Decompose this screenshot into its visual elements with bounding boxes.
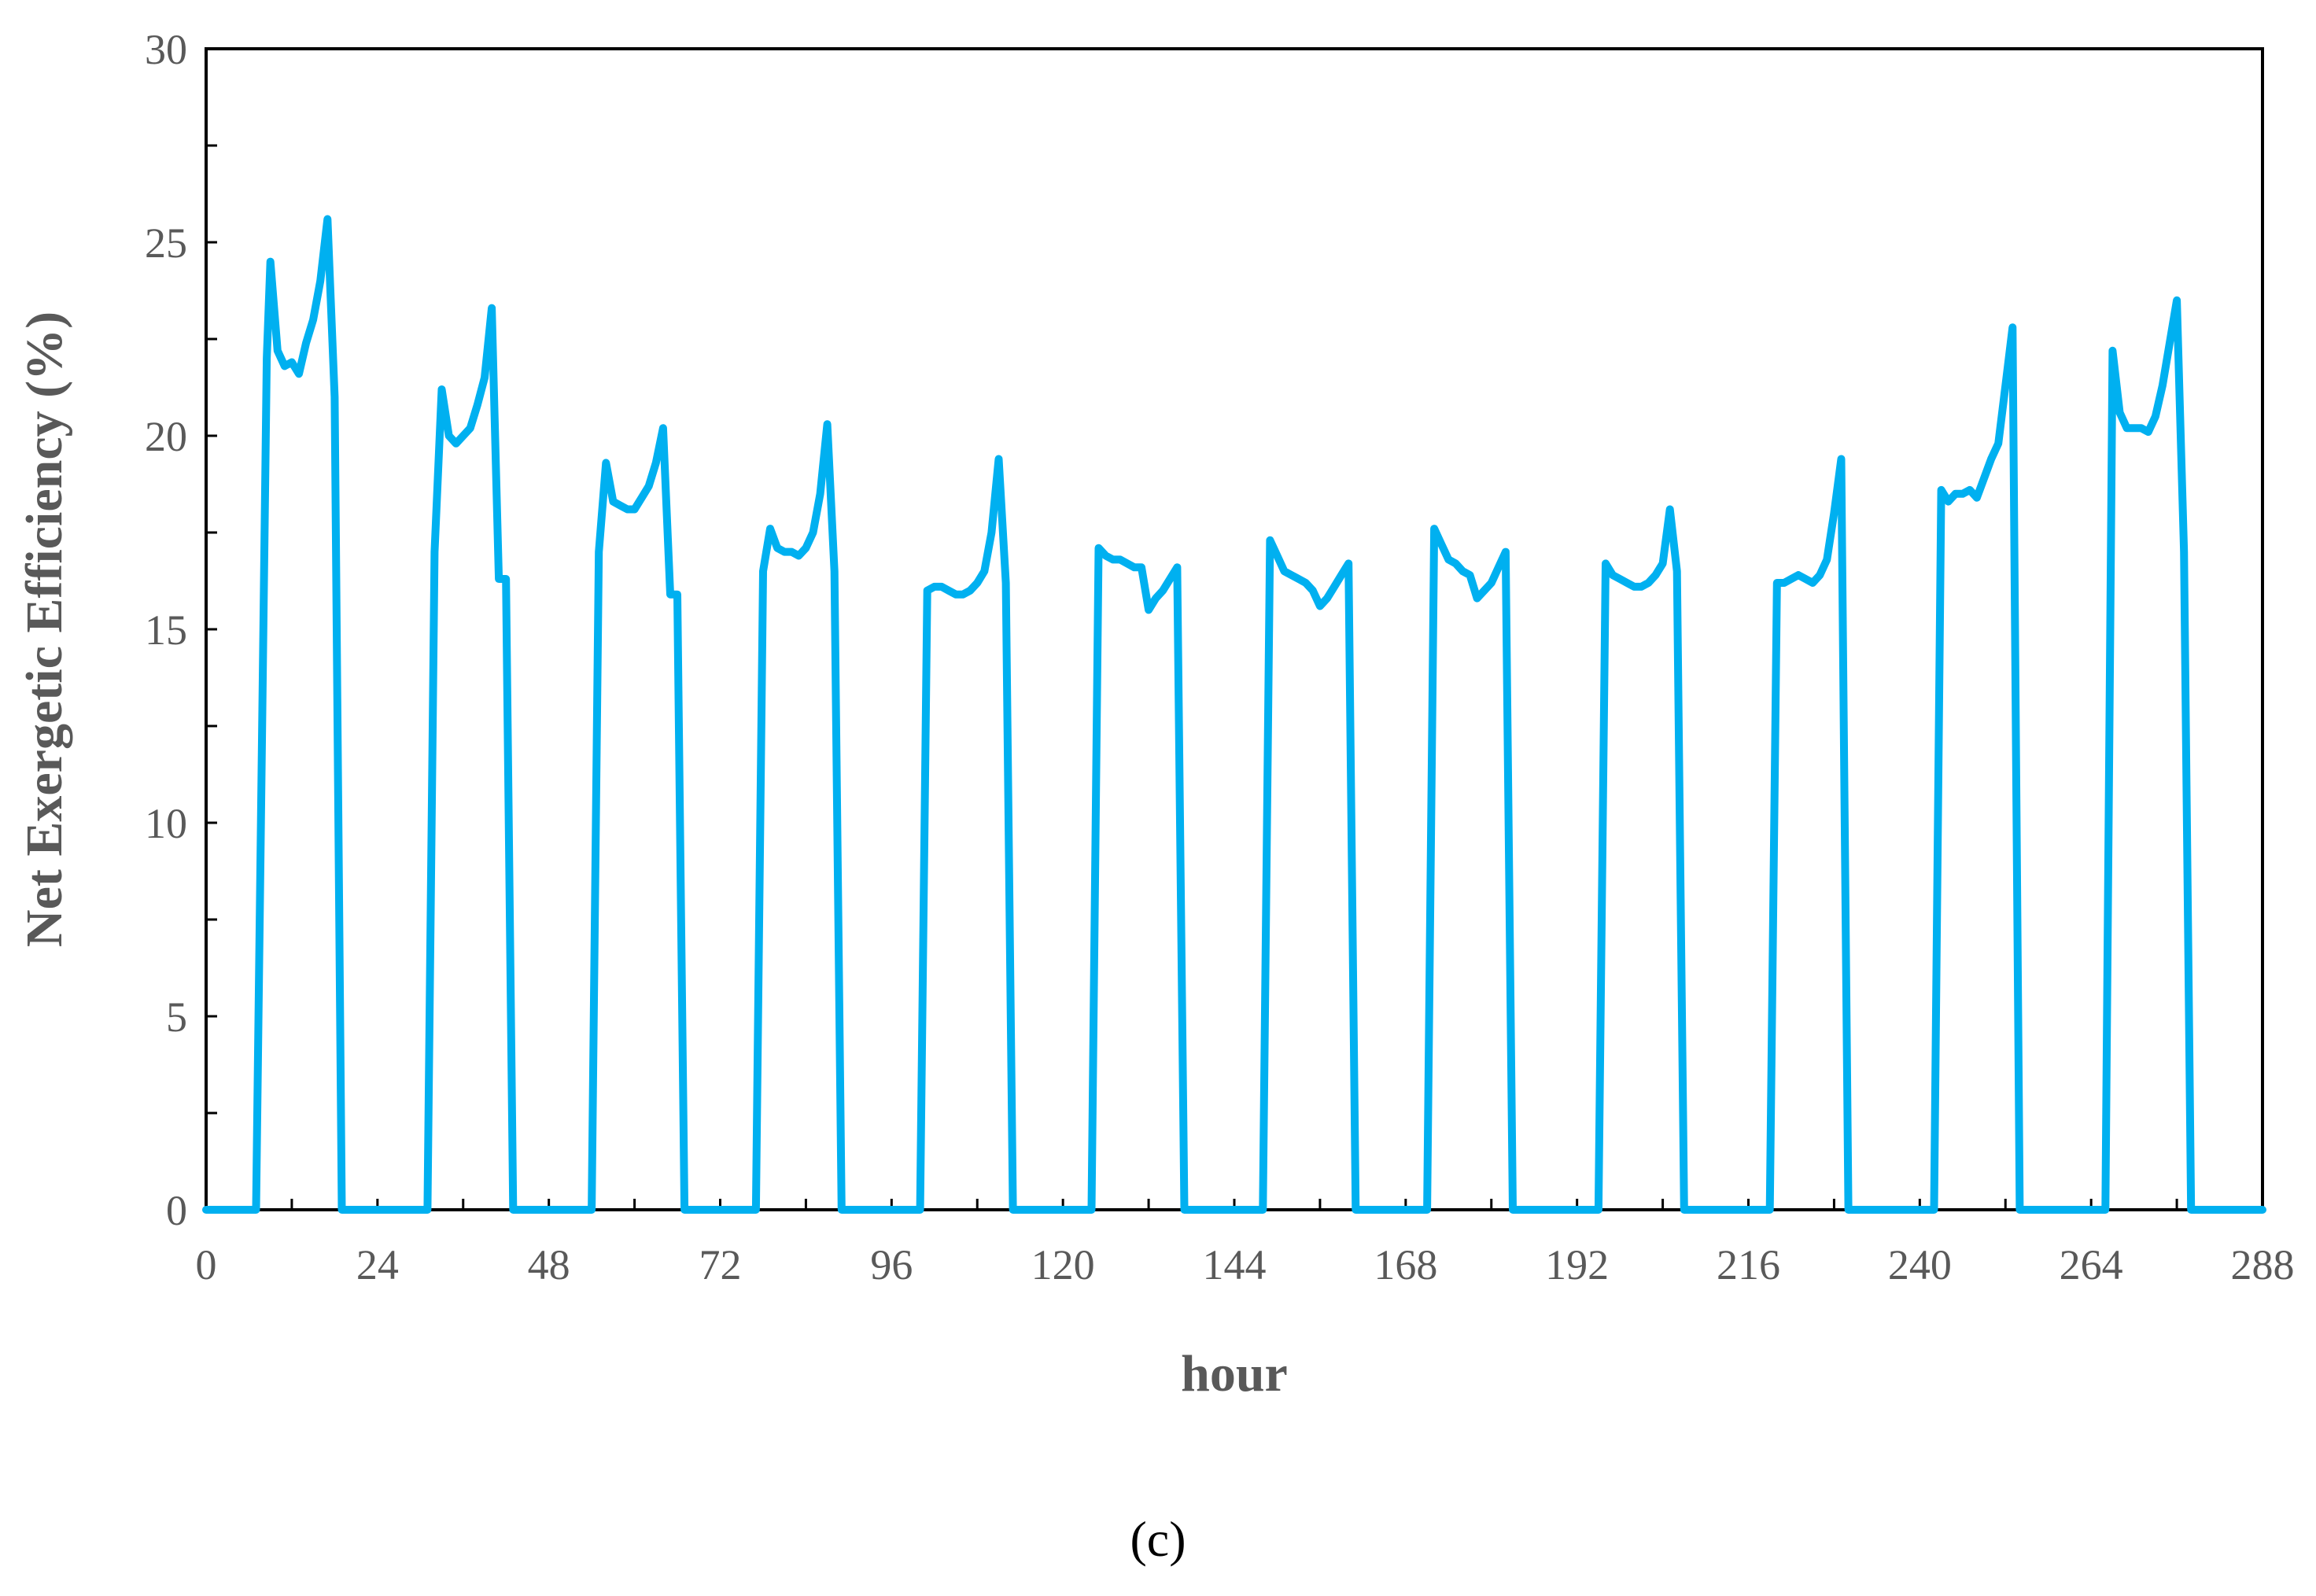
y-tick-label: 25 — [145, 219, 187, 267]
y-tick-label: 10 — [145, 800, 187, 847]
x-tick-label: 192 — [1545, 1241, 1609, 1288]
x-tick-label: 72 — [699, 1241, 742, 1288]
x-tick-label: 144 — [1203, 1241, 1267, 1288]
figure-caption: (c) — [1130, 1511, 1186, 1567]
y-tick-label: 0 — [166, 1187, 187, 1234]
x-tick-label: 288 — [2231, 1241, 2295, 1288]
x-tick-label: 216 — [1717, 1241, 1780, 1288]
y-axis-tick-labels: 0 5 10 15 20 25 30 — [145, 26, 187, 1234]
x-tick-label: 120 — [1031, 1241, 1095, 1288]
y-tick-label: 15 — [145, 606, 187, 654]
x-tick-label: 264 — [2060, 1241, 2123, 1288]
x-tick-label: 240 — [1888, 1241, 1952, 1288]
x-axis-tick-labels: 0 24 48 72 96 120 144 168 192 216 240 264 288 — [196, 1241, 2295, 1288]
series-line — [202, 215, 2266, 1214]
x-tick-label: 24 — [356, 1241, 399, 1288]
y-tick-label: 30 — [145, 26, 187, 73]
x-axis-title: hour — [1181, 1345, 1288, 1402]
y-tick-label: 5 — [166, 993, 187, 1041]
x-tick-label: 168 — [1374, 1241, 1437, 1288]
x-tick-label: 96 — [870, 1241, 913, 1288]
series-layer — [202, 215, 2266, 1214]
x-tick-label: 0 — [196, 1241, 217, 1288]
x-tick-label: 48 — [528, 1241, 570, 1288]
y-tick-label: 20 — [145, 413, 187, 460]
y-axis-title: Net Exergetic Efficiency (%) — [16, 311, 73, 947]
y-axis-ticks — [206, 47, 217, 1211]
